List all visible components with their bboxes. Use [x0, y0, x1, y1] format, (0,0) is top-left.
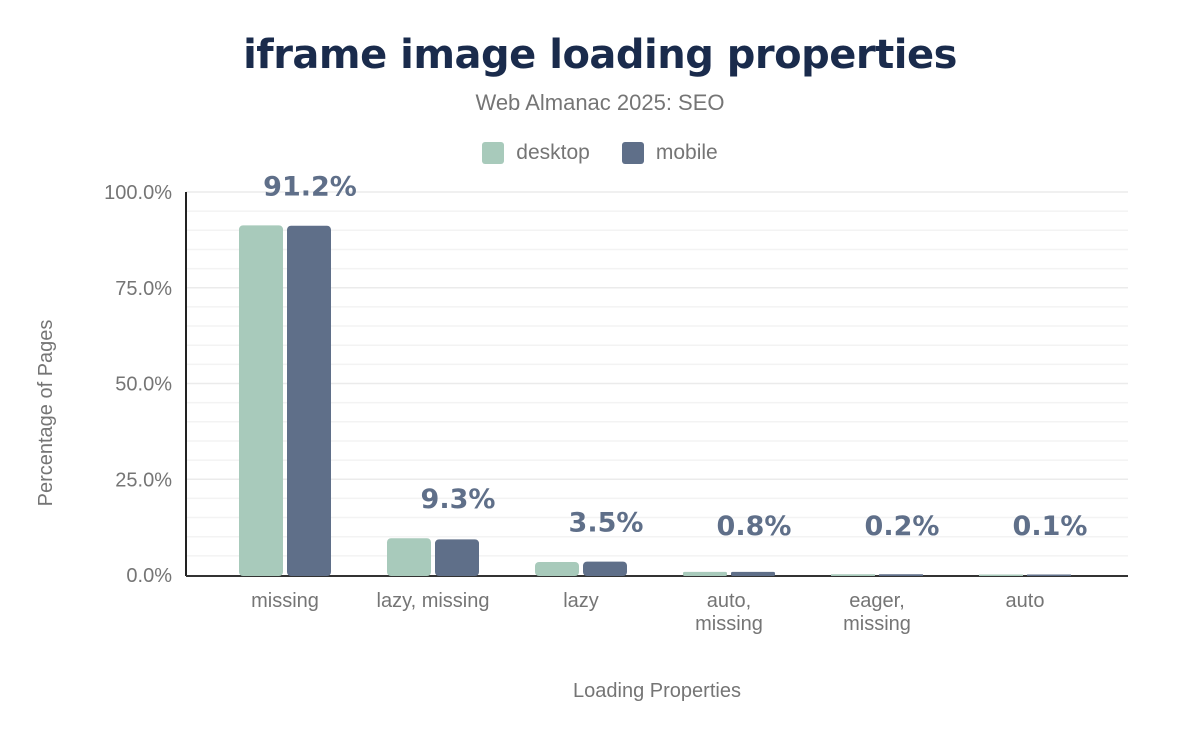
bar-mobile	[583, 561, 627, 576]
legend-swatch-mobile	[621, 142, 644, 164]
legend: desktop mobile	[0, 141, 1200, 165]
bar-mobile	[1027, 574, 1071, 576]
legend-swatch-desktop	[482, 142, 505, 164]
bar-desktop	[239, 225, 283, 577]
y-tick-label: 75.0%	[115, 278, 172, 300]
data-label: 0.8%	[717, 511, 792, 542]
y-tick-label: 100.0%	[104, 182, 172, 204]
x-tick-label: auto	[1006, 590, 1045, 612]
x-tick-label: lazy, missing	[377, 590, 490, 612]
chart-title: iframe image loading properties	[243, 32, 957, 78]
y-tick-label: 0.0%	[126, 565, 172, 587]
x-tick-label: lazy	[563, 590, 599, 612]
x-axis-title: Loading Properties	[573, 680, 741, 702]
x-tick-label: missing	[843, 613, 911, 635]
bar-desktop	[387, 538, 431, 576]
chart-subtitle: Web Almanac 2025: SEO	[475, 90, 725, 115]
data-label: 9.3%	[421, 484, 496, 515]
y-axis-title: Percentage of Pages	[35, 320, 57, 507]
bar-desktop	[979, 574, 1023, 576]
x-tick-label: missing	[251, 590, 319, 612]
bar-mobile	[287, 225, 331, 577]
legend-item-mobile[interactable]: mobile	[621, 141, 718, 165]
bar-desktop	[535, 561, 579, 576]
x-tick-label: missing	[695, 613, 763, 635]
y-tick-label: 50.0%	[115, 374, 172, 396]
x-tick-label: eager,	[849, 590, 905, 612]
bar-desktop	[831, 574, 875, 576]
data-label: 91.2%	[263, 171, 357, 202]
data-label: 0.2%	[865, 511, 940, 542]
bar-desktop	[683, 571, 727, 576]
data-label: 0.1%	[1013, 511, 1088, 542]
legend-label-mobile: mobile	[655, 141, 718, 164]
legend-item-desktop[interactable]: desktop	[482, 141, 590, 165]
data-label: 3.5%	[569, 508, 644, 539]
bar-mobile	[879, 574, 923, 576]
bar-mobile	[731, 571, 775, 576]
x-tick-label: auto,	[707, 590, 751, 612]
legend-label-desktop: desktop	[516, 141, 590, 164]
y-tick-label: 25.0%	[115, 469, 172, 491]
bar-mobile	[435, 539, 479, 576]
